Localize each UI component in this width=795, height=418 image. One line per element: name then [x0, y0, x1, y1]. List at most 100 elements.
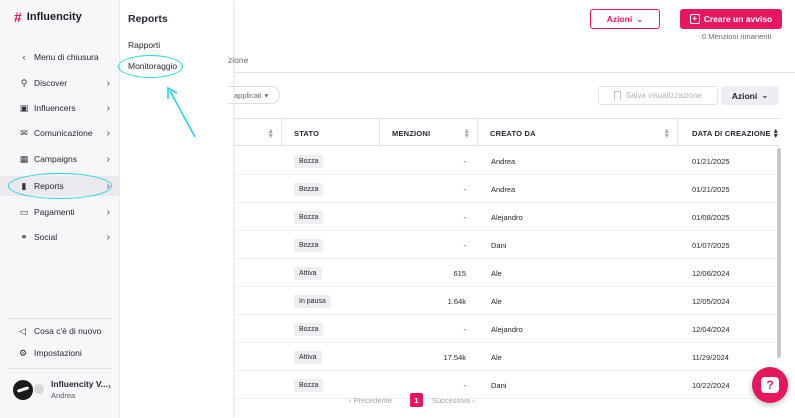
status-badge: Bozza — [294, 322, 324, 336]
status-badge: Bozza — [294, 378, 324, 392]
sidebar-item-social[interactable]: ⚭ Social › — [0, 227, 120, 247]
save-view-button[interactable]: Salva visualizzazione — [598, 86, 718, 105]
azioni-dropdown-button[interactable]: Azioni ⌄ — [590, 9, 660, 29]
caret-down-icon: ▾ — [264, 90, 269, 100]
table-row[interactable]: Bozza - Dani 10/22/2024 — [234, 371, 780, 399]
chevron-down-icon: ⌄ — [761, 90, 769, 100]
status-badge: Bozza — [294, 182, 324, 196]
cell-creato-da: Ale — [491, 352, 502, 362]
main-content: Azioni ⌄ + Creare un avviso 0 Menzioni r… — [228, 0, 795, 418]
cell-stato: Bozza — [294, 371, 324, 399]
cell-creato-da: Andrea — [491, 184, 516, 194]
tab-divider — [234, 72, 795, 73]
sidebar: # Influencity ‹ Menu di chiusura ⚲ Discover… — [0, 0, 120, 418]
cell-menzioni: - — [463, 184, 467, 194]
sidebar-item-campaigns[interactable]: ▦ Campaigns › — [0, 149, 120, 169]
table-row[interactable]: Attiva 615 Ale 12/06/2024 — [234, 259, 780, 287]
chevron-right-icon: › — [106, 77, 110, 89]
influencity-logo-icon: # — [14, 9, 22, 25]
avatar — [13, 379, 33, 400]
cell-menzioni: - — [463, 156, 467, 166]
chevron-right-icon: › — [106, 206, 110, 218]
envelope-icon: ✉ — [20, 127, 28, 138]
column-header-label: STATO — [294, 128, 320, 138]
cell-menzioni: - — [463, 212, 467, 222]
next-label: Successiva — [432, 396, 470, 405]
wallet-icon: ▭ — [19, 206, 29, 217]
cell-stato: Bozza — [294, 231, 324, 259]
sidebar-divider — [8, 318, 112, 319]
column-header-creato-da[interactable]: CREATO DA ▴ ▾ — [478, 119, 678, 147]
pagination-prev[interactable]: ‹ Precedente — [349, 396, 392, 405]
cell-stato: Bozza — [294, 315, 324, 343]
sidebar-footer-label: Impostazioni — [34, 348, 82, 358]
submenu-item-monitoraggio[interactable]: Monitoraggio — [128, 61, 178, 71]
cell-stato: Attiva — [294, 343, 322, 371]
user-menu[interactable]: Influencity V... Andrea › — [13, 379, 111, 400]
filters-applied-label: applicati — [234, 90, 262, 100]
column-header-name[interactable]: ▴ ▾ — [234, 119, 282, 147]
cell-data-creazione: 01/07/2025 — [692, 240, 730, 250]
pagination-next[interactable]: Successiva › — [432, 396, 475, 405]
column-header-label: MENZIONI — [392, 128, 431, 138]
sidebar-item-label: Social — [34, 232, 58, 242]
save-view-label: Salva visualizzazione — [625, 91, 703, 100]
column-header-data-creazione[interactable]: DATA DI CREAZIONE ▴ ▾ — [678, 119, 780, 147]
sidebar-item-reports[interactable]: ▮ Reports › — [0, 176, 120, 196]
sidebar-footer-item-0[interactable]: ◁ Cosa c'è di nuovo — [0, 322, 120, 340]
id-card-icon: ▣ — [19, 102, 29, 113]
cell-data-creazione: 12/06/2024 — [692, 268, 730, 278]
sidebar-item-label: Reports — [34, 181, 64, 191]
filters-applied-pill[interactable]: applicati ▾ — [228, 86, 280, 104]
status-badge: Bozza — [294, 210, 324, 224]
sidebar-item-influencers[interactable]: ▣ Influencers › — [0, 98, 120, 118]
gear-icon: ⚙ — [19, 347, 28, 358]
status-badge: Bozza — [294, 154, 324, 168]
sidebar-item-label: Menu di chiusura — [34, 52, 99, 62]
column-header-stato[interactable]: STATO — [282, 119, 380, 147]
chevron-left-icon: ‹ — [22, 52, 26, 62]
cell-menzioni: 615 — [453, 268, 466, 278]
sidebar-item-label: Pagamenti — [34, 207, 75, 217]
sidebar-item-label: Comunicazione — [34, 128, 93, 138]
sidebar-item-pagamenti[interactable]: ▭ Pagamenti › — [0, 202, 120, 222]
sidebar-item-label: Discover — [34, 78, 68, 88]
reports-submenu: Reports Rapporti Monitoraggio — [120, 0, 234, 418]
table-scrollbar[interactable] — [777, 148, 781, 358]
user-name: Andrea — [51, 391, 76, 400]
create-alert-button[interactable]: + Creare un avviso — [680, 9, 782, 29]
cell-menzioni: 1.64k — [447, 296, 466, 306]
help-question-icon: ? — [761, 377, 779, 393]
help-chat-button[interactable]: ? — [752, 367, 788, 403]
table-row[interactable]: Bozza - Andrea 01/21/2025 — [234, 147, 780, 175]
cell-menzioni: 17.54k — [443, 352, 466, 362]
column-header-menzioni[interactable]: MENZIONI ▴ ▾ — [380, 119, 478, 147]
sort-desc-icon: ▴ ▾ — [773, 126, 778, 140]
table-actions-label: Azioni — [731, 90, 758, 101]
table-row[interactable]: Attiva 17.54k Ale 11/29/2024 — [234, 343, 780, 371]
table-row[interactable]: Bozza - Alejandro 12/04/2024 — [234, 315, 780, 343]
brand-logo[interactable]: # Influencity — [14, 10, 82, 24]
azioni-label: Azioni — [606, 14, 633, 24]
pagination-page-current[interactable]: 1 — [410, 393, 423, 407]
calendar-icon: ▦ — [19, 153, 29, 164]
table-row[interactable]: Bozza - Andrea 01/21/2025 — [234, 175, 780, 203]
sidebar-item-discover[interactable]: ⚲ Discover › — [0, 73, 120, 93]
table-row[interactable]: Bozza - Dani 01/07/2025 — [234, 231, 780, 259]
cell-stato: Bozza — [294, 147, 324, 175]
cell-data-creazione: 01/21/2025 — [692, 184, 730, 194]
tab-monitoring[interactable]: zione — [228, 55, 249, 65]
sidebar-item-menu-di-chiusura[interactable]: ‹ Menu di chiusura — [0, 47, 120, 67]
sidebar-footer-item-1[interactable]: ⚙ Impostazioni — [0, 344, 120, 362]
chevron-right-icon: › — [106, 127, 110, 139]
table-row[interactable]: In pausa 1.64k Ale 12/05/2024 — [234, 287, 780, 315]
cell-stato: Attiva — [294, 259, 322, 287]
sidebar-item-comunicazione[interactable]: ✉ Comunicazione › — [0, 123, 120, 143]
table-row[interactable]: Bozza - Alejandro 01/08/2025 — [234, 203, 780, 231]
table-actions-button[interactable]: Azioni ⌄ — [721, 86, 779, 105]
status-badge: Attiva — [294, 266, 322, 280]
cell-stato: In pausa — [294, 287, 331, 315]
secondary-avatar — [34, 384, 44, 394]
chevron-right-icon: › — [106, 231, 110, 243]
submenu-item-rapporti[interactable]: Rapporti — [128, 40, 161, 50]
